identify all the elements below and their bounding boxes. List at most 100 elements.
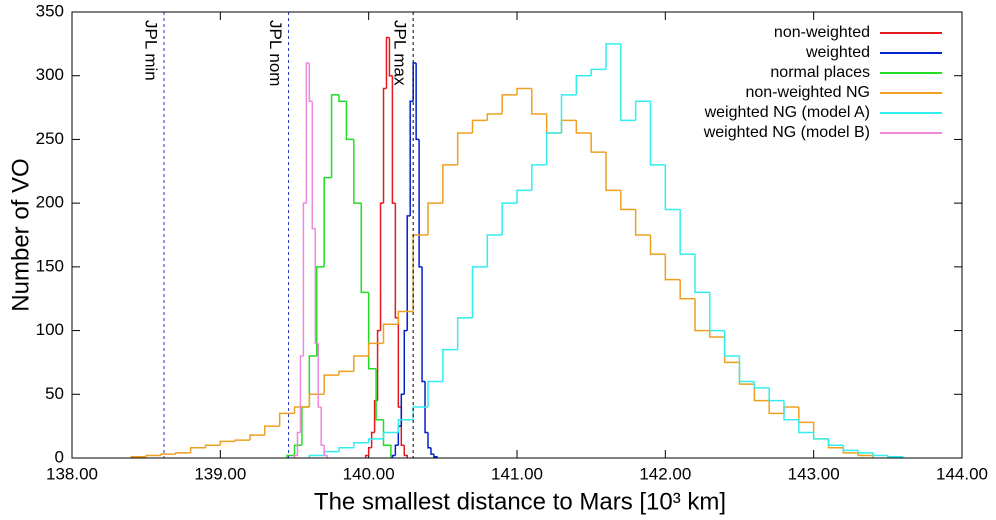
histogram-step	[367, 438, 384, 443]
histogram-step	[486, 234, 503, 267]
histogram-step	[204, 444, 221, 448]
histogram-step	[590, 68, 606, 76]
histogram-step	[323, 374, 339, 395]
histogram-step	[694, 254, 710, 294]
histogram-step	[783, 400, 799, 421]
histogram-step	[278, 412, 295, 427]
histogram-step	[293, 444, 302, 456]
histogram-step	[709, 292, 725, 332]
histogram-step	[379, 202, 384, 331]
histogram-step	[827, 438, 844, 447]
x-tick-label: 140.00	[343, 464, 395, 483]
histogram-step	[397, 310, 414, 325]
annotation: JPL nom	[266, 20, 285, 86]
histogram-step	[560, 119, 577, 134]
histogram-step	[338, 370, 354, 376]
histogram-step	[330, 94, 339, 178]
histogram-step	[768, 400, 784, 415]
histogram-step	[768, 387, 784, 402]
histogram-step	[590, 133, 606, 153]
histogram-step	[296, 431, 301, 456]
histogram-step	[338, 447, 354, 452]
histogram-step	[531, 88, 547, 115]
histogram-step	[293, 406, 310, 414]
histogram-step	[456, 317, 473, 350]
y-tick-label: 250	[36, 129, 64, 148]
legend-label: weighted NG (model B)	[703, 124, 870, 141]
histogram-step	[394, 444, 399, 456]
histogram-step	[302, 202, 307, 357]
histogram-step	[471, 119, 488, 134]
histogram-step	[842, 445, 859, 452]
y-tick-label: 50	[45, 384, 64, 403]
histogram-step	[664, 164, 681, 211]
histogram-step	[827, 438, 844, 449]
histogram-step	[308, 393, 325, 408]
histogram-step	[308, 355, 317, 408]
histogram-step	[433, 454, 438, 458]
legend-label: weighted NG (model A)	[704, 104, 870, 121]
histogram-step	[620, 190, 636, 211]
histogram-step	[382, 431, 399, 439]
histogram-step	[738, 356, 755, 383]
histogram-step	[812, 432, 829, 440]
histogram-step	[323, 176, 332, 267]
histogram-step	[442, 164, 458, 204]
histogram-step	[857, 450, 873, 454]
histogram-step	[403, 329, 408, 395]
legend-label: non-weighted NG	[745, 84, 870, 101]
histogram-step	[406, 215, 411, 331]
histogram-step	[314, 228, 319, 345]
histogram-step	[160, 453, 176, 456]
histogram-step	[367, 447, 372, 456]
histogram-step	[412, 234, 428, 312]
histogram-step	[501, 94, 517, 114]
histogram-step	[397, 317, 402, 408]
histogram-step	[798, 407, 814, 424]
histogram-step	[234, 439, 250, 442]
histogram-step	[364, 454, 369, 458]
histogram-step	[456, 132, 473, 165]
histogram-step	[424, 381, 428, 434]
histogram-step	[501, 202, 517, 235]
histogram-step	[403, 445, 408, 458]
histogram-step	[338, 94, 347, 102]
histogram-step	[783, 406, 799, 414]
histogram-step	[442, 348, 458, 382]
plot-frame	[71, 11, 963, 459]
histogram-step	[427, 380, 443, 408]
histogram-step	[634, 100, 651, 121]
legend-label: non-weighted	[774, 24, 870, 41]
histogram-step	[857, 452, 874, 458]
histogram-step	[575, 120, 592, 134]
x-tick-label: 139.00	[194, 464, 246, 483]
x-tick-label: 141.00	[491, 464, 543, 483]
histogram-step	[264, 425, 280, 436]
histogram-step	[320, 407, 325, 447]
histogram-step	[394, 203, 399, 319]
annotation: JPL min	[141, 20, 160, 81]
histogram-step	[531, 164, 547, 191]
x-tick-label: 138.00	[46, 464, 98, 483]
histogram-step	[219, 440, 236, 446]
histogram-step	[353, 441, 369, 448]
histogram-step	[516, 87, 532, 95]
histogram-step	[382, 323, 399, 344]
histogram-step	[679, 279, 695, 300]
histogram-step	[409, 100, 414, 216]
histogram-step	[421, 266, 426, 383]
y-tick-label: 0	[55, 447, 64, 466]
histogram-step	[353, 355, 369, 372]
histogram-step	[679, 209, 695, 255]
legend-label: normal places	[770, 64, 870, 81]
histogram-step	[175, 452, 191, 455]
histogram-step	[634, 209, 651, 236]
histogram-step	[545, 113, 562, 134]
histogram-step	[189, 447, 206, 453]
histogram-step	[382, 419, 392, 458]
histogram-step	[323, 445, 328, 458]
histogram-step	[305, 62, 310, 204]
y-tick-label: 150	[36, 256, 64, 275]
histogram-step	[308, 454, 325, 458]
x-tick-label: 144.00	[936, 464, 988, 483]
